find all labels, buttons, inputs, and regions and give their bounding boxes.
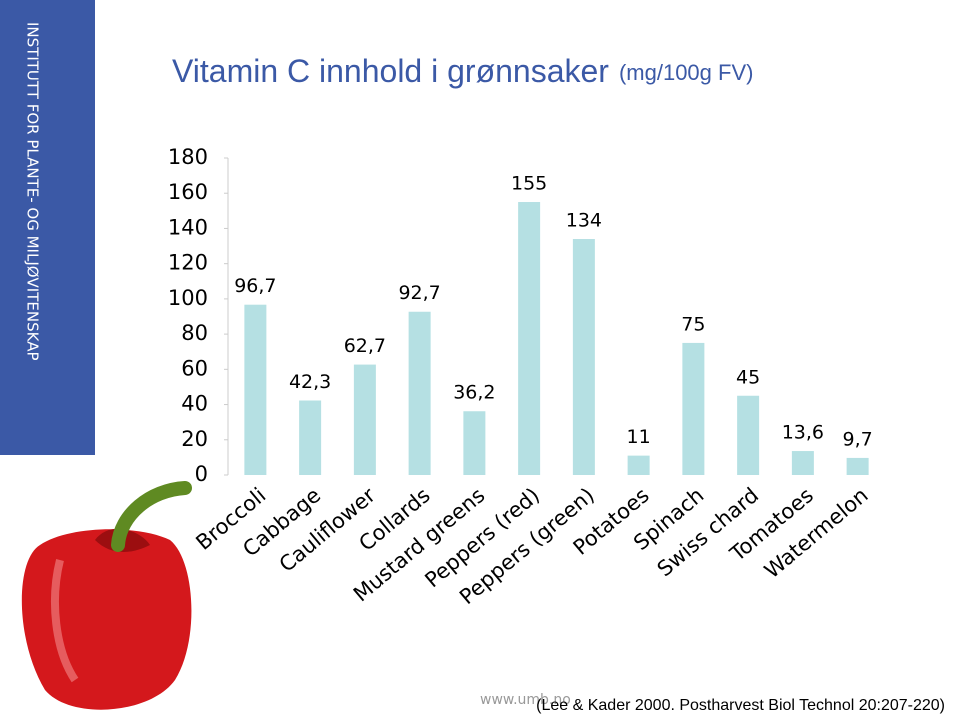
bar [572,239,595,475]
value-label: 11 [627,426,651,448]
value-label: 36,2 [453,382,495,404]
bar [791,451,814,475]
value-label: 62,7 [344,335,386,357]
y-tick-label: 140 [168,215,208,239]
y-tick-label: 0 [195,462,208,486]
value-label: 9,7 [843,428,873,450]
bar [463,411,486,475]
y-tick-label: 180 [168,145,208,169]
bar [244,304,267,475]
value-label: 75 [681,313,705,335]
title-text: Vitamin C innhold i grønnsaker [172,53,609,89]
pepper-image [21,481,192,710]
y-tick-label: 120 [168,251,208,275]
value-label: 45 [736,366,760,388]
chart-title: Vitamin C innhold i grønnsaker (mg/100g F… [172,53,753,89]
bar [299,400,322,475]
bar [737,395,760,475]
value-label: 42,3 [289,371,331,393]
side-text: INSTITUTT FOR PLANTE- OG MILJØVITENSKAP [24,22,42,361]
bar [682,342,705,475]
bar [627,455,650,475]
bar [518,202,541,475]
y-tick-label: 40 [181,392,208,416]
bar [846,457,869,475]
citation: (Lee & Kader 2000. Postharvest Biol Tech… [536,697,945,714]
value-label: 92,7 [398,282,440,304]
y-tick-label: 60 [181,356,208,380]
y-tick-label: 100 [168,286,208,310]
footer-url: www.umb.no [480,692,571,708]
value-label: 155 [511,173,547,195]
y-tick-label: 160 [168,180,208,204]
bar [408,311,431,475]
subtitle-text: (mg/100g FV) [619,60,754,85]
value-label: 134 [566,210,602,232]
y-tick-label: 80 [181,321,208,345]
bar [353,364,376,475]
value-label: 96,7 [234,275,276,297]
y-tick-label: 20 [181,427,208,451]
value-label: 13,6 [782,422,824,444]
side-bar [0,0,95,455]
